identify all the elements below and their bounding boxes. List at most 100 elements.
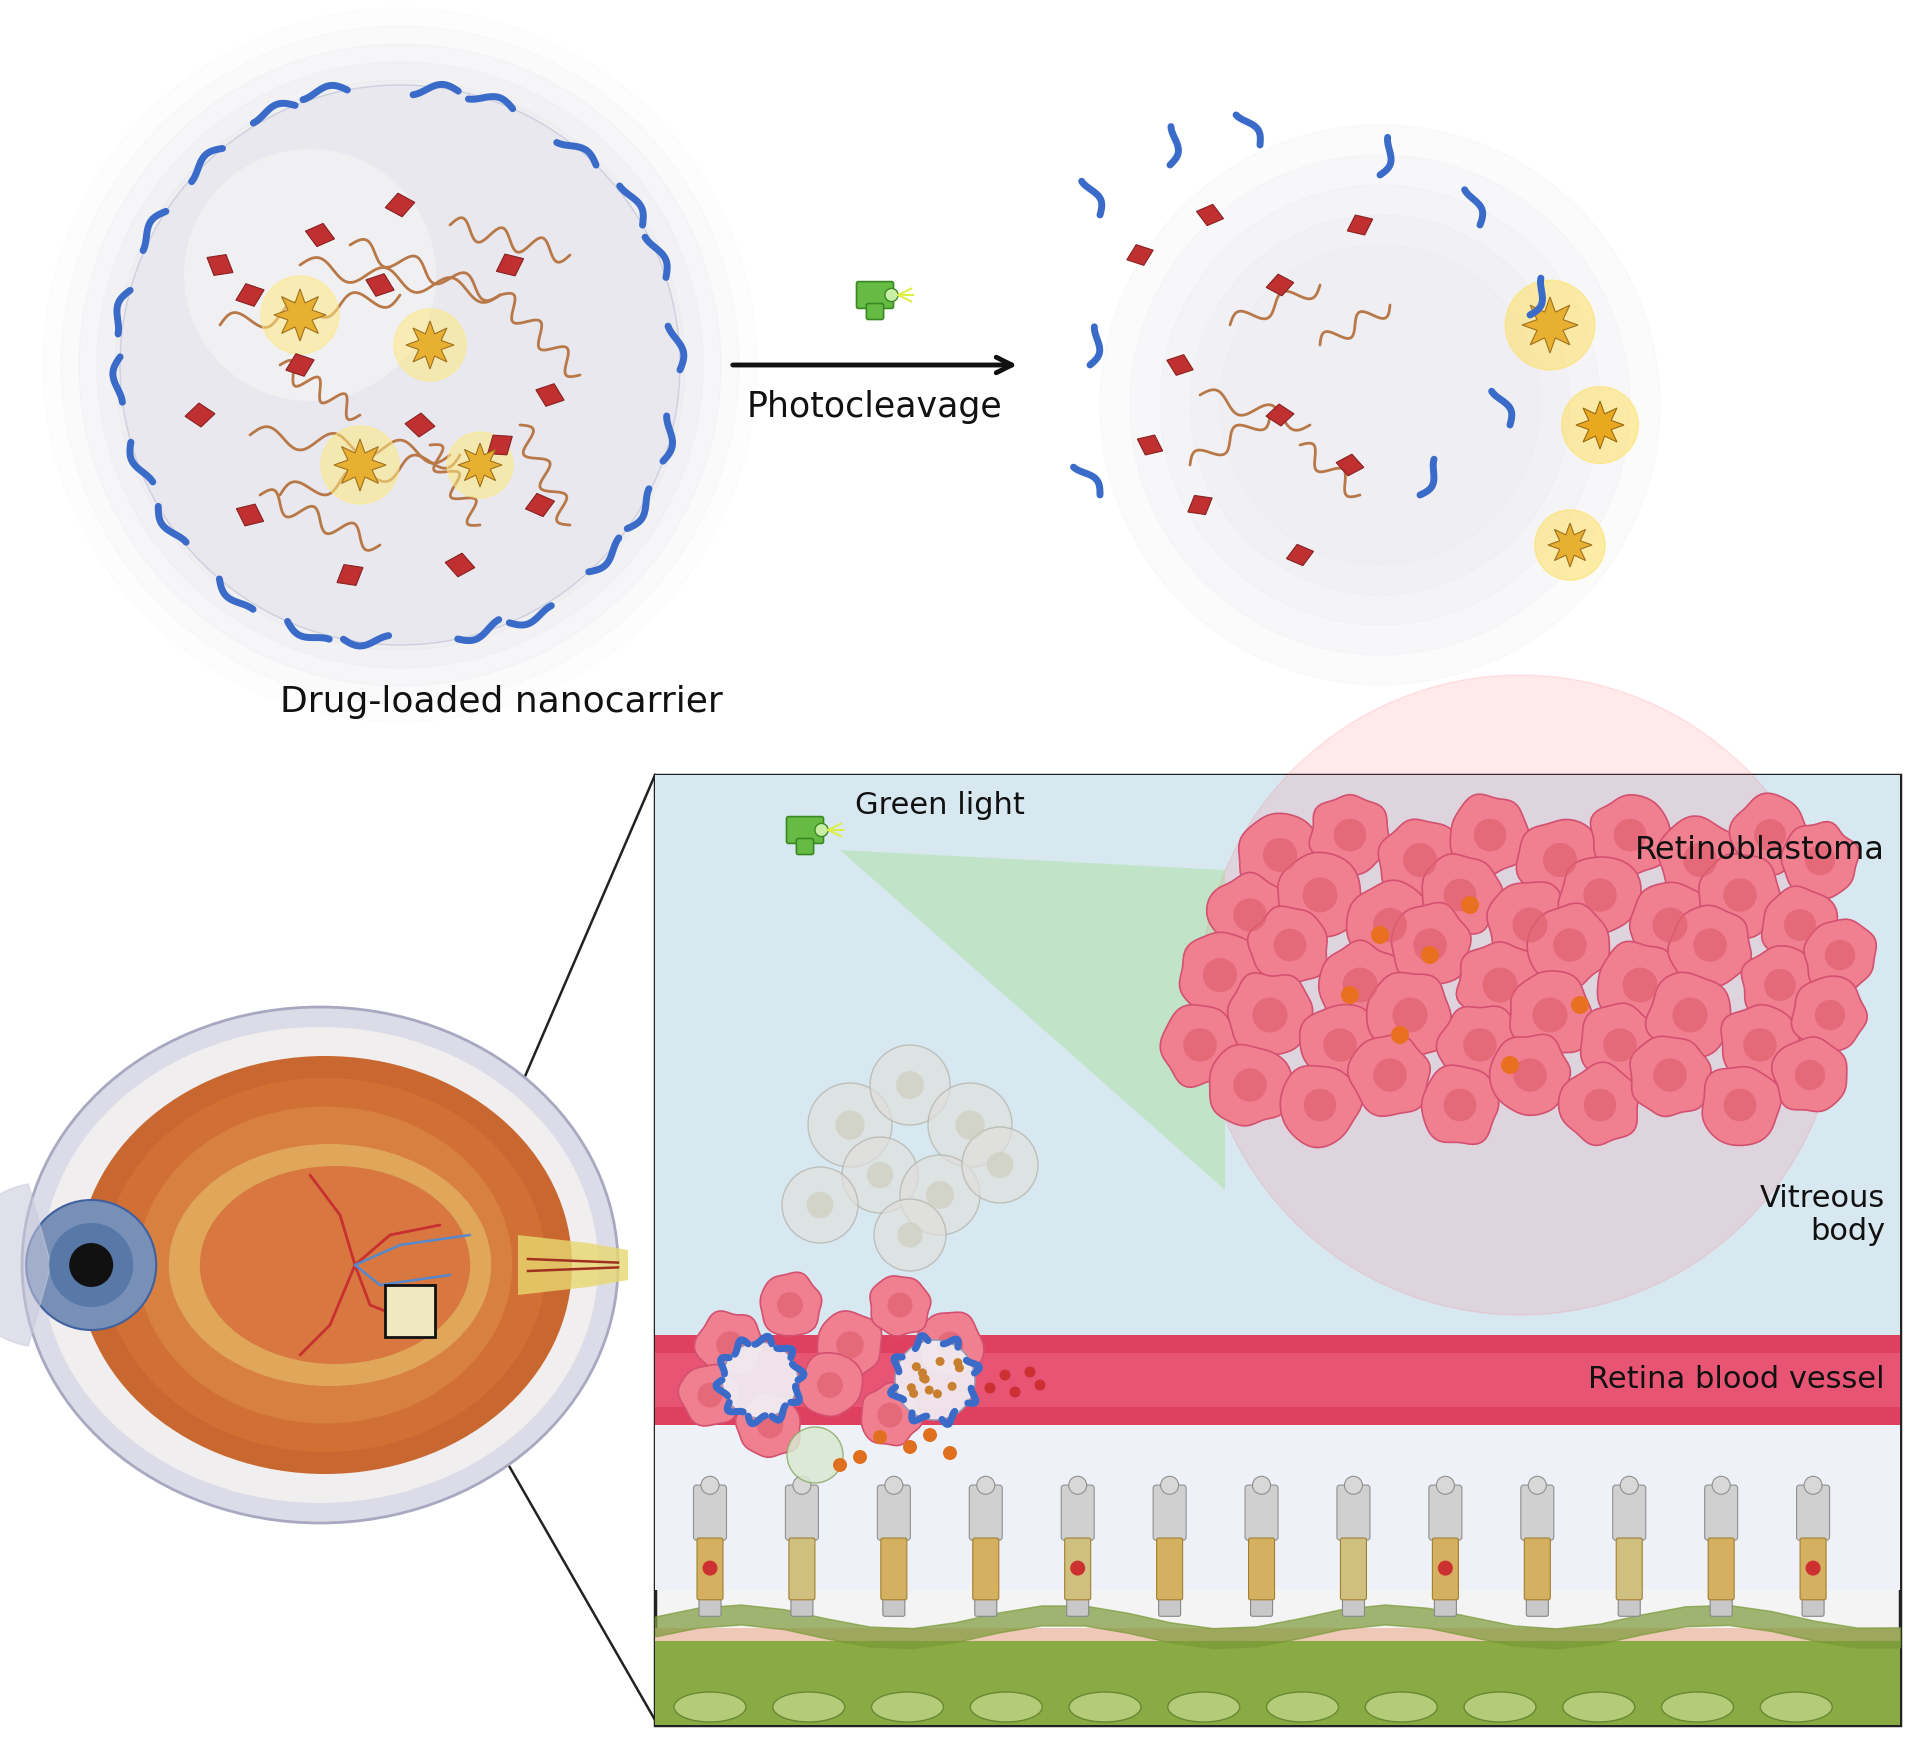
Ellipse shape [1661, 1693, 1734, 1722]
Polygon shape [1576, 401, 1624, 448]
FancyBboxPatch shape [1801, 1537, 1826, 1600]
Ellipse shape [1167, 1693, 1240, 1722]
Circle shape [50, 1223, 132, 1307]
Polygon shape [1210, 1045, 1290, 1126]
Circle shape [837, 1331, 864, 1359]
Circle shape [987, 1152, 1014, 1178]
Polygon shape [445, 553, 474, 578]
Circle shape [1069, 1476, 1087, 1494]
Polygon shape [1559, 1063, 1638, 1145]
Circle shape [701, 1476, 718, 1494]
Ellipse shape [138, 1106, 513, 1424]
Circle shape [261, 276, 340, 354]
Polygon shape [518, 1235, 628, 1295]
Polygon shape [1548, 524, 1592, 567]
Circle shape [1263, 838, 1298, 872]
Polygon shape [1379, 818, 1461, 902]
Circle shape [1693, 928, 1726, 961]
Circle shape [818, 1372, 843, 1398]
Circle shape [870, 1045, 950, 1126]
Circle shape [852, 1450, 868, 1464]
Polygon shape [1772, 1037, 1847, 1112]
FancyBboxPatch shape [1062, 1485, 1094, 1541]
FancyBboxPatch shape [789, 1537, 814, 1600]
FancyBboxPatch shape [1068, 1536, 1089, 1616]
Polygon shape [1559, 857, 1642, 934]
Polygon shape [536, 384, 564, 407]
Circle shape [1482, 967, 1517, 1002]
Circle shape [703, 1560, 718, 1576]
FancyBboxPatch shape [883, 1536, 904, 1616]
Circle shape [42, 9, 756, 722]
Circle shape [1613, 818, 1645, 852]
Circle shape [1444, 1089, 1476, 1122]
Polygon shape [1699, 853, 1780, 937]
Polygon shape [1346, 879, 1430, 967]
Circle shape [27, 1201, 156, 1330]
Ellipse shape [772, 1693, 845, 1722]
Circle shape [61, 26, 739, 703]
Circle shape [1805, 1560, 1820, 1576]
Circle shape [1190, 215, 1571, 595]
Polygon shape [207, 255, 232, 276]
Text: Green light: Green light [854, 790, 1025, 820]
FancyBboxPatch shape [1154, 1485, 1187, 1541]
Circle shape [1035, 1380, 1046, 1391]
Circle shape [956, 1110, 985, 1139]
Circle shape [722, 1342, 799, 1419]
FancyBboxPatch shape [1709, 1537, 1734, 1600]
Circle shape [1724, 878, 1757, 911]
Circle shape [793, 1476, 810, 1494]
Circle shape [1436, 1476, 1453, 1494]
Polygon shape [1509, 970, 1592, 1057]
FancyBboxPatch shape [1250, 1536, 1273, 1616]
Circle shape [1713, 1476, 1730, 1494]
Polygon shape [1645, 972, 1730, 1059]
Ellipse shape [21, 1007, 618, 1523]
Circle shape [1764, 968, 1795, 1002]
Bar [655, 1335, 1901, 1426]
Circle shape [1814, 1000, 1845, 1030]
Circle shape [918, 1368, 927, 1377]
Polygon shape [1523, 297, 1578, 352]
Circle shape [1413, 928, 1448, 961]
Polygon shape [1580, 1003, 1661, 1084]
Circle shape [806, 1192, 833, 1218]
Polygon shape [1265, 405, 1294, 426]
FancyBboxPatch shape [1803, 1536, 1824, 1616]
Polygon shape [818, 1310, 881, 1380]
FancyBboxPatch shape [970, 1485, 1002, 1541]
Circle shape [1373, 907, 1407, 942]
Circle shape [1532, 998, 1567, 1033]
FancyBboxPatch shape [785, 1485, 818, 1541]
Circle shape [1069, 1560, 1085, 1576]
Circle shape [814, 824, 828, 836]
Polygon shape [286, 354, 315, 377]
FancyBboxPatch shape [1432, 1537, 1459, 1600]
Polygon shape [1179, 932, 1263, 1019]
FancyBboxPatch shape [1066, 1537, 1091, 1600]
Circle shape [1513, 1057, 1548, 1092]
Circle shape [1805, 845, 1836, 876]
Ellipse shape [1761, 1693, 1832, 1722]
Circle shape [885, 1476, 902, 1494]
Polygon shape [236, 284, 265, 307]
FancyBboxPatch shape [866, 304, 883, 319]
Circle shape [920, 1373, 927, 1382]
FancyBboxPatch shape [973, 1537, 998, 1600]
Ellipse shape [79, 1056, 572, 1475]
Polygon shape [1319, 941, 1402, 1026]
Circle shape [69, 1242, 113, 1288]
Circle shape [1100, 126, 1661, 686]
Circle shape [1653, 907, 1688, 942]
Circle shape [1252, 998, 1288, 1033]
Polygon shape [1805, 920, 1876, 993]
Polygon shape [1630, 1037, 1711, 1117]
Polygon shape [1597, 941, 1682, 1030]
Polygon shape [386, 194, 415, 216]
Circle shape [885, 288, 899, 302]
FancyBboxPatch shape [856, 281, 893, 309]
Circle shape [1755, 818, 1786, 852]
FancyBboxPatch shape [1711, 1536, 1732, 1616]
Polygon shape [735, 1393, 801, 1457]
